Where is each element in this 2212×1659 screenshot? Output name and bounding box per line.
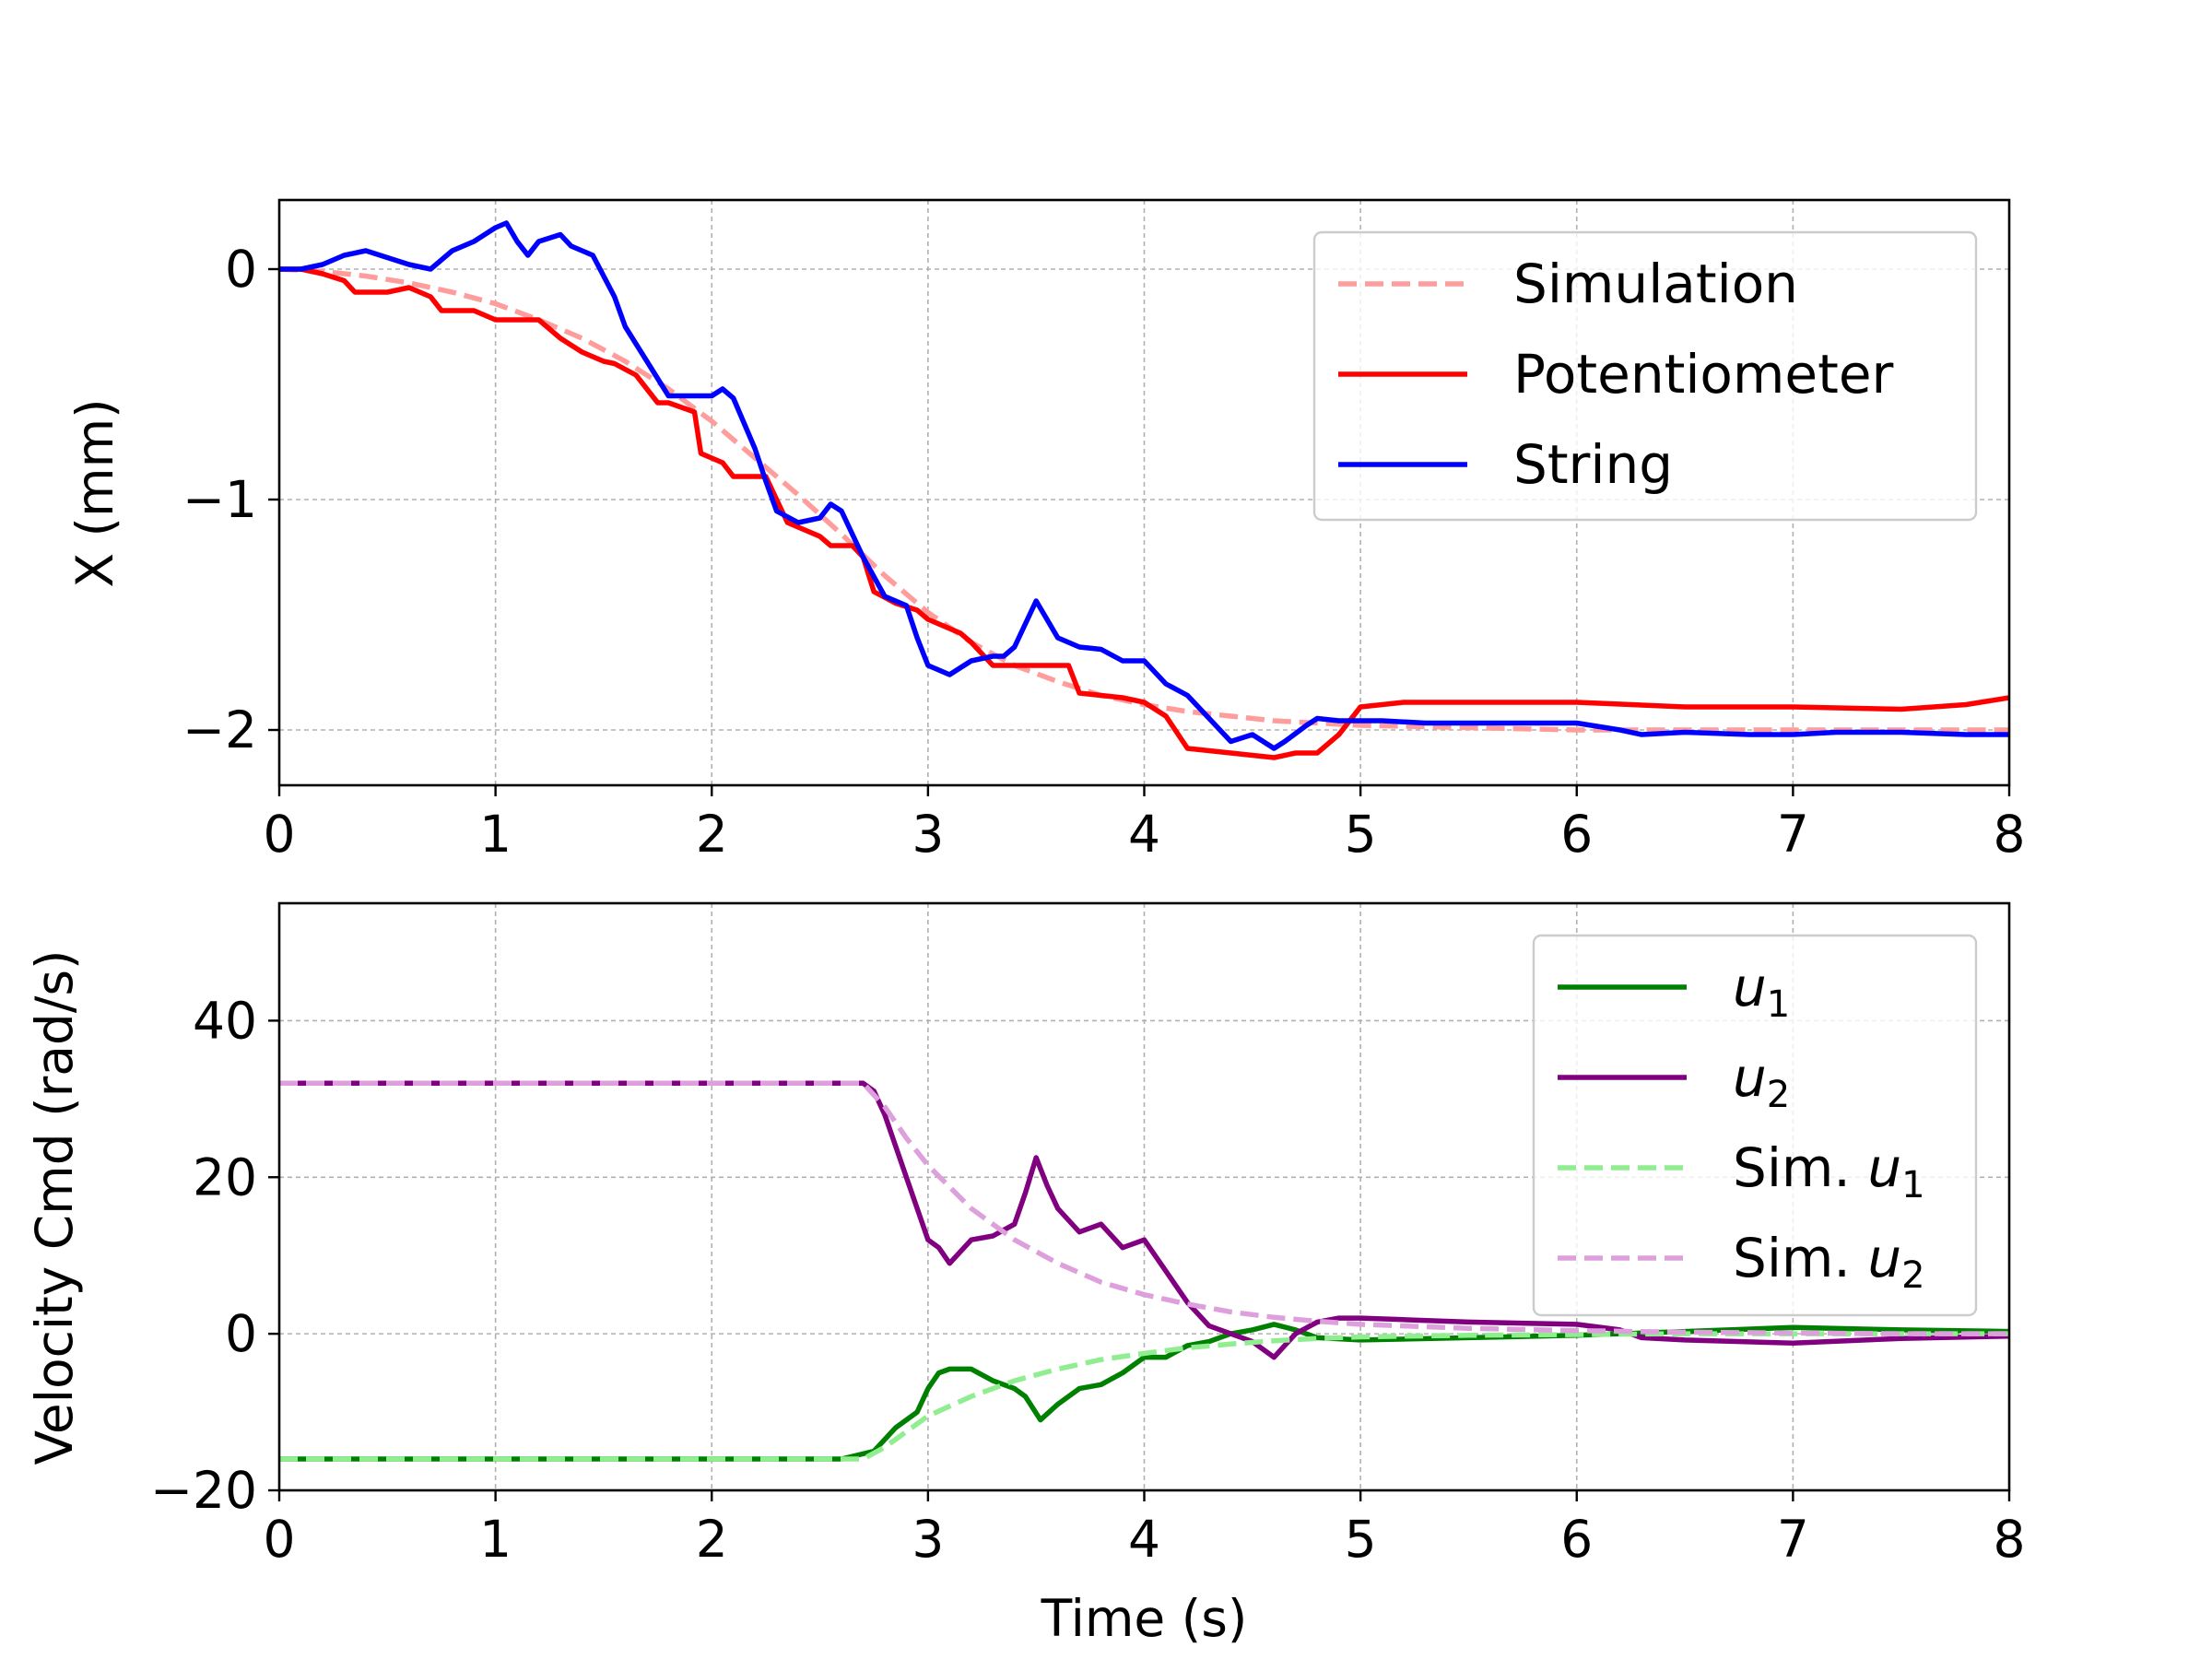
legend-entry-label: u2: [1733, 1046, 1790, 1116]
y-tick-label: −2: [182, 700, 257, 759]
x-tick-label: 5: [1345, 1510, 1377, 1569]
legend: Simulation Potentiometer String: [1312, 230, 1978, 522]
series-line-potentiometer: [279, 266, 2009, 760]
series-lines: [279, 1080, 2009, 1462]
x-tick-label: 5: [1345, 805, 1377, 864]
x-tick-label: 2: [696, 1510, 728, 1569]
x-tick-label: 2: [696, 805, 728, 864]
x-tick-label: 8: [1994, 1510, 2026, 1569]
x-tick-label: 3: [912, 805, 944, 864]
x-tick-label: 6: [1560, 805, 1593, 864]
y-tick-label: −20: [150, 1461, 257, 1520]
legend-entry-label: Potentiometer: [1513, 343, 1894, 406]
x-tick-label: 0: [264, 805, 296, 864]
series-line-string: [279, 220, 2009, 751]
legend-entry-label: Sim. u2: [1733, 1227, 1925, 1297]
y-tick-label: 40: [193, 991, 257, 1050]
legend-entry-label: Sim. u1: [1733, 1136, 1925, 1206]
y-tick-label: 20: [193, 1147, 257, 1206]
y-tick-label: 0: [225, 1304, 257, 1363]
x-tick-label: 7: [1777, 805, 1809, 864]
x-tick-label: 1: [479, 1510, 512, 1569]
legend-entry-label: u1: [1733, 956, 1790, 1026]
x-axis-label: Time (s): [1041, 1589, 1248, 1648]
position-subplot: 0 1 2 3 4 5 6 7 8 0 −1 −2 X (mm) Simulation Potentiome…: [65, 198, 2026, 864]
legend-frame: [1312, 230, 1978, 522]
y-tick-label: 0: [225, 240, 257, 299]
legend: u1 u2 Sim. u1 Sim. u2: [1532, 934, 1978, 1317]
y-axis-label: Velocity Cmd (rad/s): [25, 950, 84, 1465]
x-tick-label: 0: [264, 1510, 296, 1569]
series-lines: [279, 220, 2009, 760]
x-tick-label: 1: [479, 805, 512, 864]
legend-entry-label: String: [1513, 433, 1673, 496]
x-tick-label: 3: [912, 1510, 944, 1569]
series-line-u2: [279, 1080, 2009, 1360]
y-axis-label: X (mm): [65, 398, 124, 587]
series-line-u1: [279, 1322, 2009, 1462]
legend-frame: [1532, 934, 1978, 1317]
x-tick-label: 4: [1128, 805, 1160, 864]
legend-entry-label: Simulation: [1513, 253, 1798, 315]
y-tick-label: −1: [182, 470, 257, 529]
x-tick-label: 8: [1994, 805, 2026, 864]
x-tick-label: 7: [1777, 1510, 1809, 1569]
series-line-sim-u2: [279, 1080, 2009, 1336]
x-tick-label: 4: [1128, 1510, 1160, 1569]
x-tick-label: 6: [1560, 1510, 1593, 1569]
